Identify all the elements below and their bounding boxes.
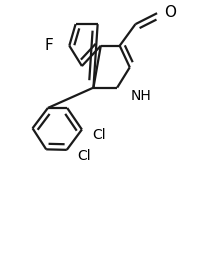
- Text: Cl: Cl: [78, 149, 91, 163]
- Text: F: F: [45, 38, 54, 53]
- Text: Cl: Cl: [92, 128, 106, 142]
- Text: O: O: [164, 5, 176, 20]
- Text: NH: NH: [130, 89, 151, 103]
